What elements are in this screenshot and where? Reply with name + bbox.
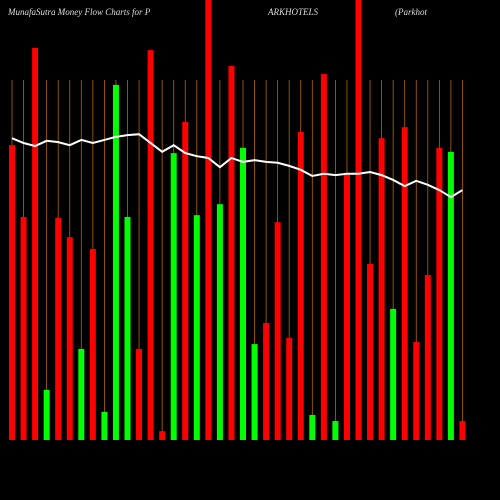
bar bbox=[447, 151, 454, 441]
bar bbox=[413, 341, 420, 440]
bar bbox=[320, 73, 327, 441]
bar bbox=[182, 121, 189, 440]
chart-title: (Parkhot bbox=[395, 7, 427, 17]
bar bbox=[436, 147, 443, 440]
bar bbox=[274, 222, 281, 440]
bar bbox=[136, 348, 143, 440]
bar bbox=[78, 348, 85, 440]
bar bbox=[170, 153, 177, 440]
bar bbox=[332, 421, 339, 440]
bar bbox=[355, 0, 362, 440]
bar bbox=[112, 84, 119, 441]
bar bbox=[9, 145, 15, 440]
bar bbox=[424, 275, 431, 440]
bar bbox=[205, 0, 212, 440]
bar bbox=[216, 204, 223, 440]
bar bbox=[66, 237, 73, 440]
bar bbox=[20, 216, 27, 440]
chart-title: ARKHOTELS bbox=[267, 7, 319, 17]
bar bbox=[367, 264, 374, 440]
bar bbox=[89, 249, 96, 440]
chart-title: MunafaSutra Money Flow Charts for P bbox=[7, 7, 151, 17]
bar bbox=[343, 173, 350, 441]
bar bbox=[43, 389, 50, 440]
bar bbox=[459, 421, 466, 440]
bar bbox=[309, 414, 316, 440]
bar bbox=[286, 337, 293, 440]
bar bbox=[390, 308, 397, 440]
bar bbox=[193, 215, 200, 440]
bar bbox=[101, 411, 108, 440]
bar bbox=[55, 217, 62, 440]
bar bbox=[228, 66, 235, 440]
bar bbox=[401, 127, 408, 440]
bar bbox=[240, 147, 246, 440]
bar bbox=[378, 138, 385, 440]
bar bbox=[32, 47, 39, 441]
bar bbox=[124, 216, 131, 440]
bar bbox=[263, 322, 270, 440]
bar bbox=[251, 344, 258, 440]
bar bbox=[297, 132, 304, 440]
money-flow-line bbox=[11, 133, 463, 199]
bar bbox=[159, 431, 166, 440]
bar bbox=[147, 50, 154, 440]
